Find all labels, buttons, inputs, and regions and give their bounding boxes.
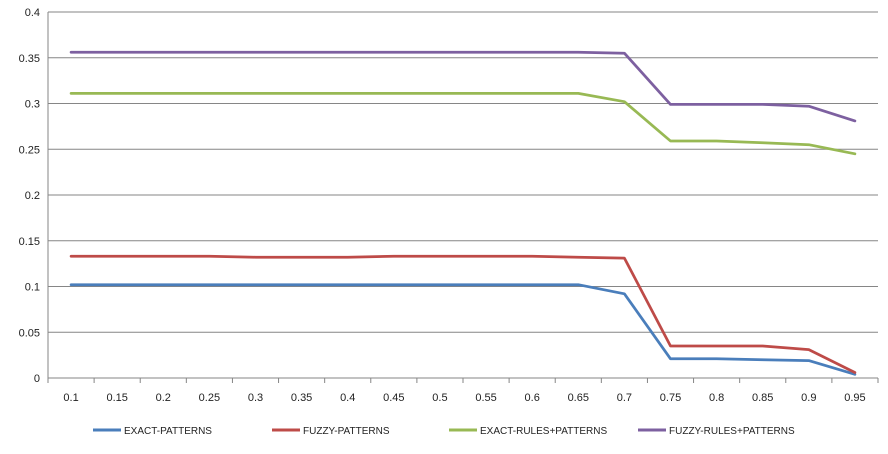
x-tick-label: 0.3 [248,392,263,404]
series-lines [69,50,857,376]
gridlines [48,11,878,333]
x-tick-label: 0.65 [568,392,589,404]
x-tick-label: 0.4 [340,392,355,404]
x-tick-label: 0.1 [63,392,78,404]
legend-item: FUZZY-RULES+PATTERNS [638,426,795,437]
y-tick-label: 0.05 [19,327,40,339]
legend: EXACT-PATTERNS FUZZY-PATTERNS EXACT-RULES+… [93,426,795,437]
y-tick-label: 0.2 [25,190,40,202]
y-tick-label: 0.1 [25,282,40,294]
legend-label: FUZZY-RULES+PATTERNS [669,426,795,437]
y-tick-label: 0 [34,373,40,385]
series-line-4 [69,50,857,123]
legend-item: EXACT-RULES+PATTERNS [449,426,607,437]
series-line-1 [69,283,857,376]
y-tick-label: 0.25 [19,144,40,156]
legend-label: FUZZY-PATTERNS [303,426,390,437]
legend-label: EXACT-RULES+PATTERNS [480,426,607,437]
x-tick-label: 0.8 [709,392,724,404]
legend-label: EXACT-PATTERNS [124,426,212,437]
x-tick-label: 0.25 [199,392,220,404]
series-line-3 [69,92,857,156]
x-tick-label: 0.7 [617,392,632,404]
x-tick-labels: 0.1 0.15 0.2 0.25 0.3 0.35 0.4 0.45 0.5 0.55 0.6 0.… [63,392,865,404]
x-tick-label: 0.2 [156,392,171,404]
x-tick-label: 0.9 [801,392,816,404]
x-tick-label: 0.55 [475,392,496,404]
y-tick-label: 0.15 [19,236,40,248]
x-tick-label: 0.15 [106,392,127,404]
axes [47,12,879,383]
x-tick-label: 0.95 [844,392,865,404]
y-tick-label: 0.35 [19,53,40,65]
y-tick-labels: 0 0.05 0.1 0.15 0.2 0.25 0.3 0.35 0.4 [19,7,40,385]
x-tick-label: 0.6 [525,392,540,404]
series-line-2 [69,254,857,374]
x-tick-label: 0.5 [432,392,447,404]
x-tick-label: 0.45 [383,392,404,404]
x-tick-label: 0.35 [291,392,312,404]
legend-item: EXACT-PATTERNS [93,426,212,437]
y-tick-label: 0.3 [25,99,40,111]
x-tick-label: 0.75 [660,392,681,404]
legend-item: FUZZY-PATTERNS [272,426,390,437]
y-tick-label: 0.4 [25,7,40,19]
x-tick-label: 0.85 [752,392,773,404]
